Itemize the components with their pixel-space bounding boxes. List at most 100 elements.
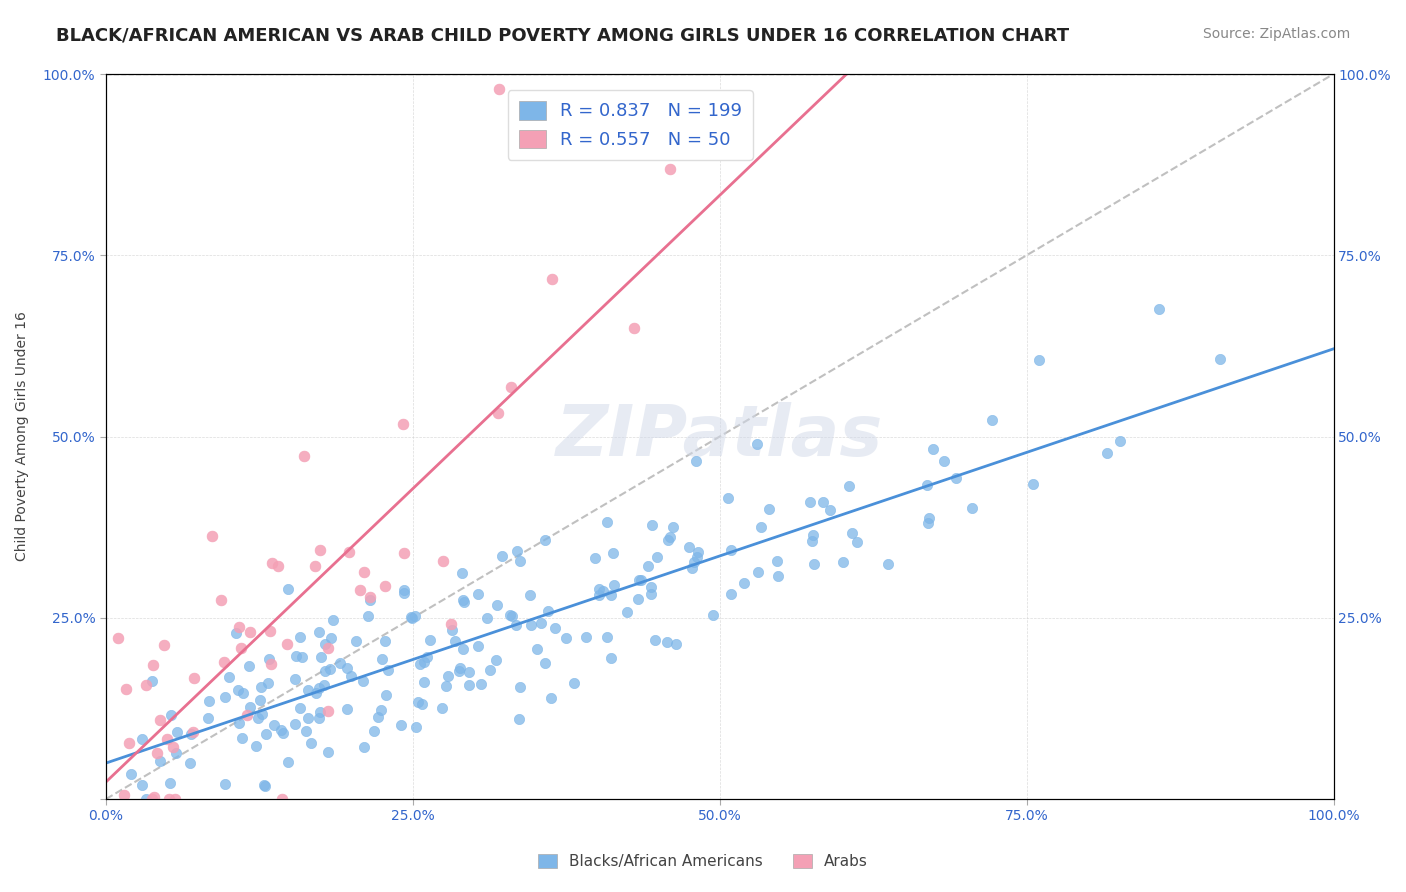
Point: [367, 710, 389, 724]
Point: [146, 746, 169, 760]
Point: [149, 713, 172, 727]
Point: [165, 792, 187, 806]
Point: [404, 609, 426, 624]
Point: [249, 693, 271, 707]
Point: [141, 792, 163, 806]
Point: [309, 649, 332, 664]
Point: [877, 558, 900, 572]
Point: [623, 320, 645, 334]
Point: [491, 549, 513, 563]
Point: [747, 437, 769, 451]
Point: [156, 731, 179, 746]
Text: BLACK/AFRICAN AMERICAN VS ARAB CHILD POVERTY AMONG GIRLS UNDER 16 CORRELATION CH: BLACK/AFRICAN AMERICAN VS ARAB CHILD POV…: [56, 27, 1070, 45]
Point: [389, 718, 412, 732]
Point: [505, 543, 527, 558]
Point: [288, 630, 311, 644]
Point: [640, 587, 662, 601]
Point: [120, 767, 142, 781]
Point: [118, 737, 141, 751]
Text: Source: ZipAtlas.com: Source: ZipAtlas.com: [1202, 27, 1350, 41]
Point: [308, 681, 330, 695]
Point: [159, 776, 181, 790]
Point: [436, 668, 458, 682]
Point: [449, 661, 471, 675]
Point: [271, 726, 294, 740]
Point: [451, 641, 474, 656]
Point: [555, 632, 578, 646]
Point: [322, 613, 344, 627]
Point: [160, 707, 183, 722]
Point: [239, 624, 262, 639]
Point: [270, 723, 292, 737]
Point: [475, 610, 498, 624]
Point: [166, 724, 188, 739]
Point: [519, 588, 541, 602]
Point: [918, 511, 941, 525]
Point: [838, 479, 860, 493]
Point: [318, 640, 340, 655]
Point: [440, 617, 463, 632]
Point: [658, 161, 681, 176]
Point: [501, 608, 523, 623]
Point: [316, 704, 339, 718]
Point: [717, 491, 740, 505]
Point: [336, 701, 359, 715]
Point: [841, 525, 863, 540]
Point: [197, 711, 219, 725]
Point: [534, 533, 557, 547]
Point: [733, 575, 755, 590]
Point: [720, 543, 742, 558]
Point: [945, 471, 967, 485]
Point: [292, 449, 315, 463]
Point: [107, 631, 129, 645]
Point: [401, 610, 423, 624]
Point: [530, 616, 553, 631]
Point: [337, 545, 360, 559]
Point: [245, 739, 267, 753]
Point: [375, 688, 398, 702]
Point: [444, 633, 467, 648]
Point: [509, 680, 531, 694]
Point: [392, 582, 415, 597]
Point: [596, 515, 619, 529]
Point: [392, 546, 415, 560]
Point: [1209, 351, 1232, 366]
Point: [246, 711, 269, 725]
Point: [678, 540, 700, 554]
Point: [179, 756, 201, 770]
Point: [765, 554, 787, 568]
Point: [485, 599, 508, 613]
Point: [284, 717, 307, 731]
Point: [630, 573, 652, 587]
Point: [165, 747, 187, 761]
Point: [419, 632, 441, 647]
Point: [820, 503, 842, 517]
Point: [453, 595, 475, 609]
Point: [685, 454, 707, 468]
Point: [336, 661, 359, 675]
Point: [505, 618, 527, 632]
Point: [259, 624, 281, 638]
Point: [449, 664, 471, 678]
Point: [149, 754, 172, 768]
Point: [499, 380, 522, 394]
Point: [416, 650, 439, 665]
Point: [209, 592, 232, 607]
Point: [349, 583, 371, 598]
Point: [304, 559, 326, 574]
Point: [225, 626, 247, 640]
Point: [309, 705, 332, 719]
Y-axis label: Child Poverty Among Girls Under 16: Child Poverty Among Girls Under 16: [15, 311, 30, 561]
Point: [583, 551, 606, 566]
Point: [509, 554, 531, 568]
Point: [232, 686, 254, 700]
Point: [181, 725, 204, 739]
Point: [141, 673, 163, 688]
Point: [392, 417, 415, 432]
Point: [131, 778, 153, 792]
Point: [263, 718, 285, 732]
Point: [640, 580, 662, 594]
Point: [239, 700, 262, 714]
Point: [212, 655, 235, 669]
Point: [357, 609, 380, 624]
